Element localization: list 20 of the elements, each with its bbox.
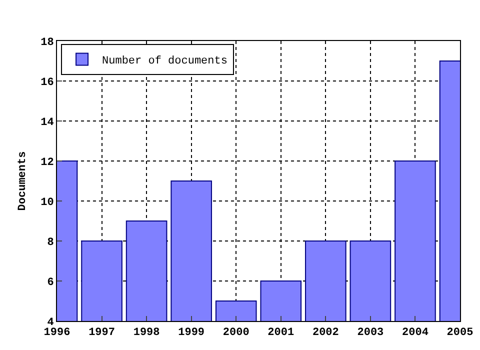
x-tick-label: 1999: [178, 327, 205, 340]
y-axis-title: Documents: [17, 151, 29, 211]
x-tick-label: 1996: [44, 327, 70, 340]
x-tick-label: 1998: [133, 327, 160, 340]
y-tick-label: 18: [40, 36, 54, 49]
x-tick-label: 1997: [88, 327, 115, 340]
y-tick-label: 16: [40, 76, 54, 89]
x-tick-label: 2003: [357, 327, 384, 340]
y-tick-label: 14: [40, 116, 54, 129]
x-tick-label: 2001: [268, 327, 294, 340]
y-tick-label: 10: [40, 196, 54, 209]
y-tick-label: 6: [47, 276, 54, 289]
y-tick-label: 12: [40, 156, 54, 169]
legend-label: Number of documents: [102, 56, 228, 68]
x-tick-label: 2002: [312, 327, 339, 340]
y-tick-label: 8: [47, 236, 54, 249]
x-tick-label: 2004: [402, 327, 429, 340]
x-tick-label: 2005: [446, 327, 474, 340]
y-tick-label: 4: [47, 316, 54, 329]
x-tick-label: 2000: [222, 327, 250, 340]
